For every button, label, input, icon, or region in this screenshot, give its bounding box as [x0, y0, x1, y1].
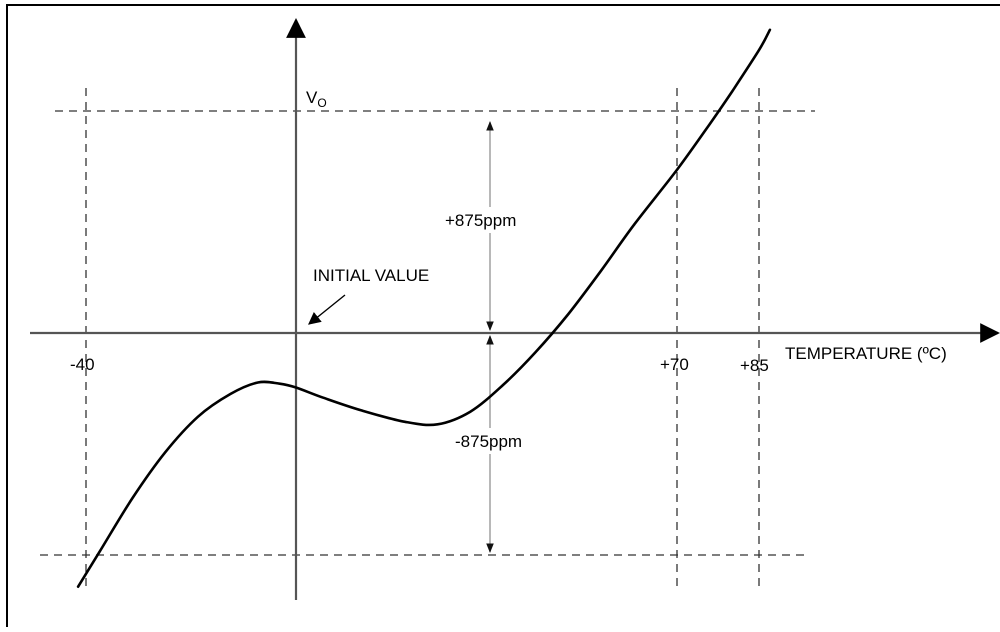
x-tick-label-plus-70: +70: [660, 355, 689, 374]
upper-band-label: +875ppm: [445, 211, 516, 230]
x-tick-label-minus-40: -40: [70, 355, 95, 374]
y-axis-label-subscript: O: [317, 96, 326, 110]
initial-value-arrow: [308, 294, 346, 325]
figure-border: [6, 4, 1000, 632]
series-line: [76, 28, 772, 588]
y-axis-label-main: V: [306, 88, 318, 107]
lower-band-label-bg: [452, 428, 538, 454]
x-tick-label-plus-85: +85: [740, 356, 769, 375]
guide-lines: [40, 88, 815, 590]
x-axis-label: TEMPERATURE (ºC): [785, 344, 947, 363]
y-axis-label: VO: [306, 88, 327, 110]
initial-value-label: INITIAL VALUE: [313, 266, 429, 285]
upper-band-label-bg: [444, 207, 534, 233]
lower-band-label: -875ppm: [455, 432, 522, 451]
